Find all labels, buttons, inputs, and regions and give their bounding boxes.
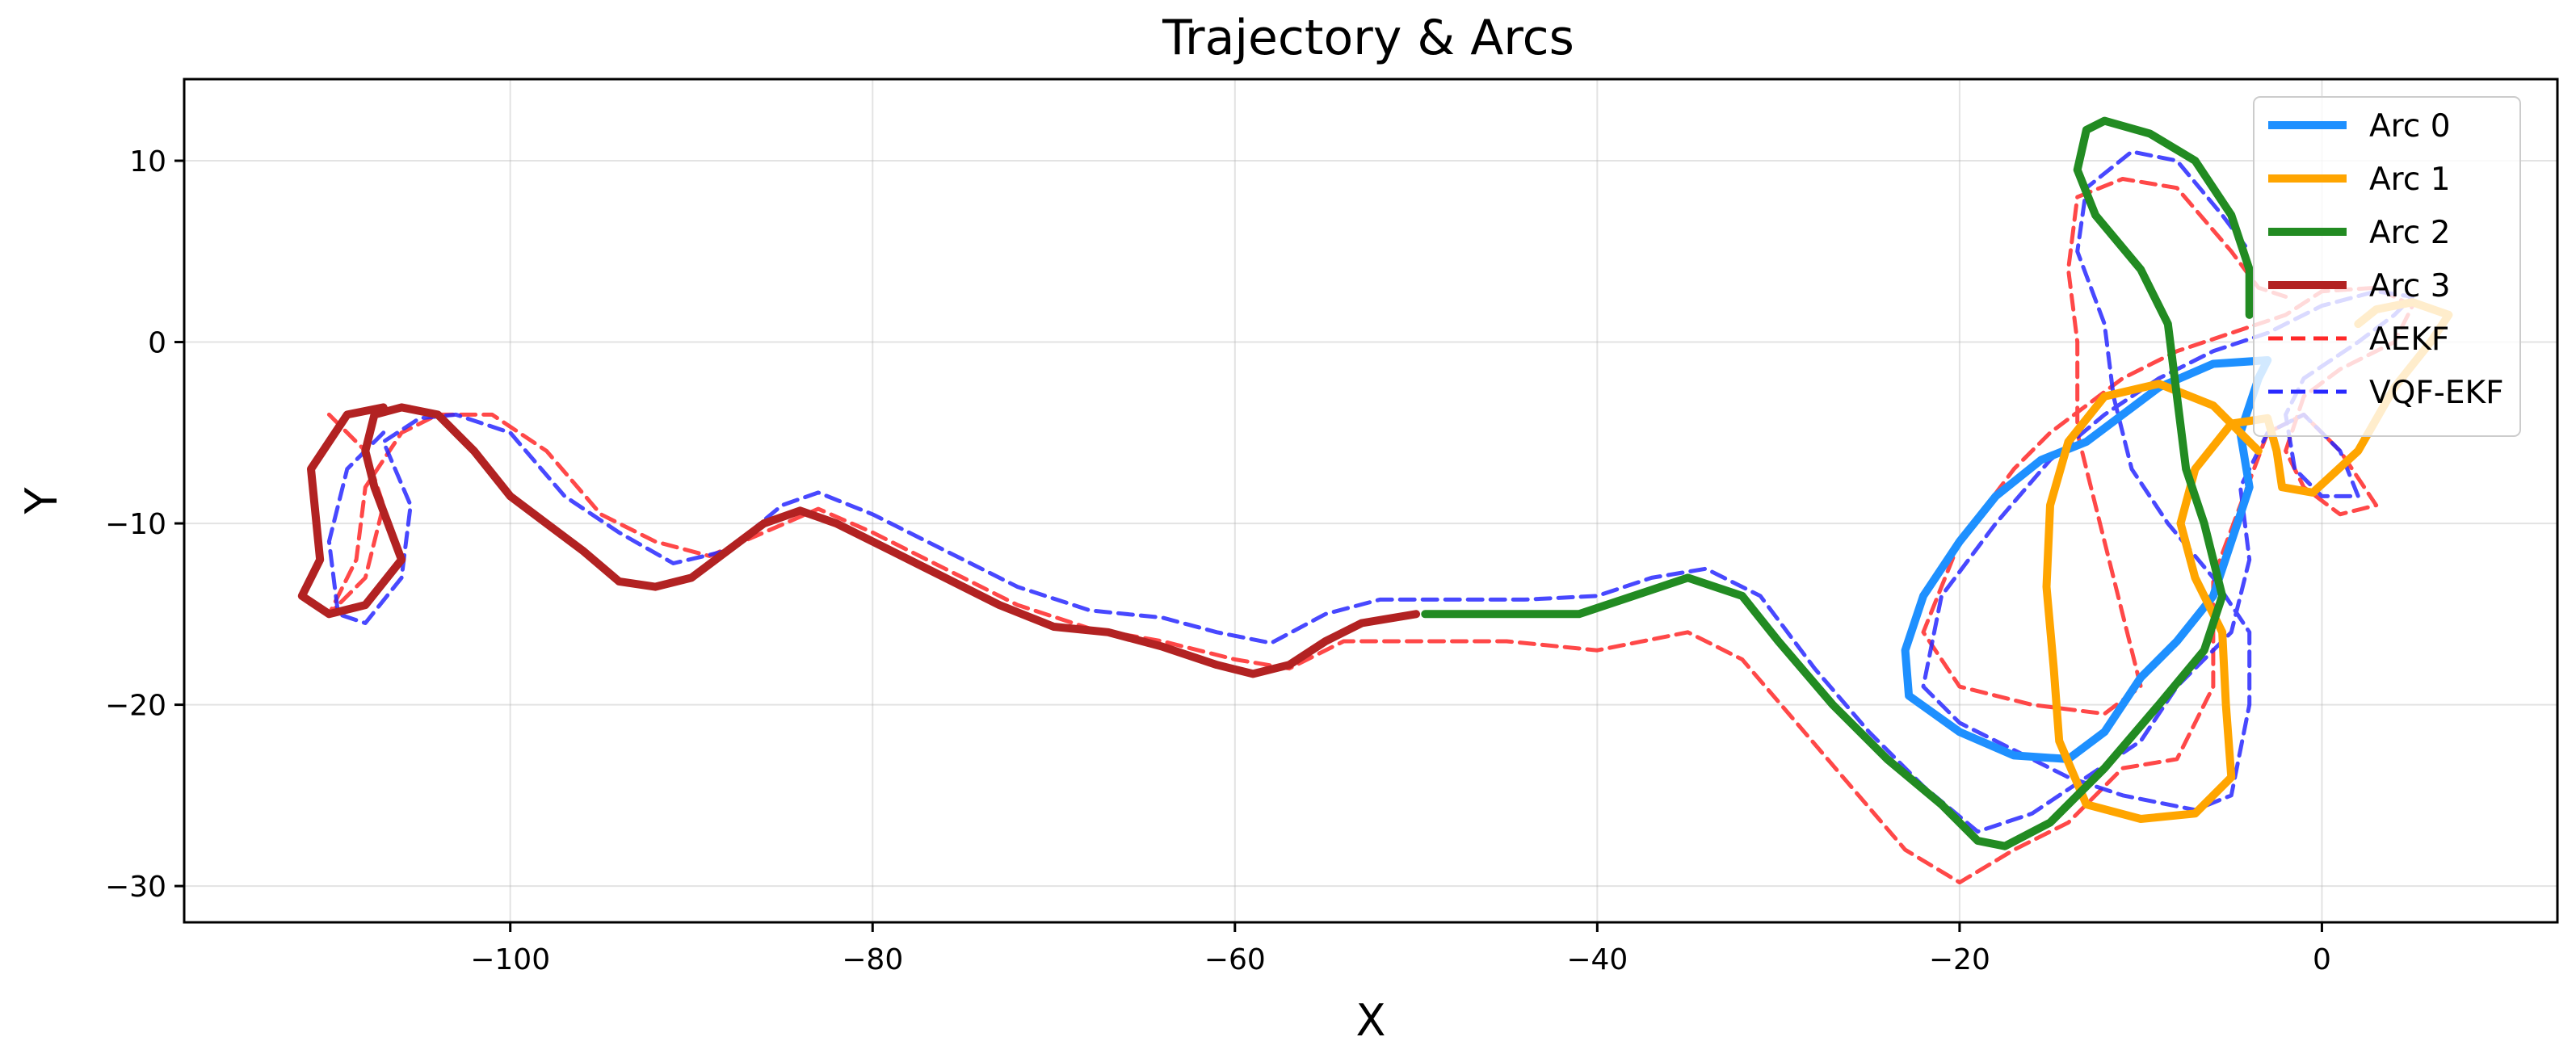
series-line-arc-0 — [1901, 356, 2272, 763]
axis-ticks: −100 −80 −60 −40 −20 0 10 0 −10 −20 −30 — [105, 145, 2331, 976]
x-tick-label: −60 — [1204, 943, 1266, 976]
series-layer — [297, 116, 2453, 885]
x-tick-label: −40 — [1566, 943, 1628, 976]
y-tick-label: −30 — [105, 871, 166, 904]
legend-label: Arc 0 — [2369, 108, 2451, 145]
x-tick-label: 0 — [2313, 943, 2331, 976]
y-tick-label: 0 — [148, 327, 166, 360]
series-line-aekf — [326, 177, 2415, 885]
x-tick-label: −80 — [842, 943, 903, 976]
x-tick-label: −20 — [1929, 943, 1990, 976]
y-tick-label: 10 — [129, 145, 166, 178]
legend-label: Arc 3 — [2369, 268, 2451, 304]
series-line-arc-3 — [297, 403, 1421, 678]
x-tick-label: −100 — [470, 943, 550, 976]
x-axis-title: X — [1356, 995, 1386, 1046]
legend: Arc 0 Arc 1 Arc 2 Arc 3 AEKF VQF-EKF — [2253, 96, 2521, 437]
plot-frame — [183, 78, 2559, 924]
y-axis-title: Y — [16, 487, 67, 515]
legend-label: Arc 2 — [2369, 215, 2451, 251]
legend-label: AEKF — [2369, 321, 2449, 358]
chart-title: Trajectory & Arcs — [1162, 10, 1574, 66]
y-tick-label: −10 — [105, 508, 166, 541]
legend-label: VQF-EKF — [2369, 375, 2504, 411]
legend-label: Arc 1 — [2369, 162, 2451, 198]
series-line-arc-2 — [1421, 116, 2254, 850]
y-tick-label: −20 — [105, 690, 166, 723]
